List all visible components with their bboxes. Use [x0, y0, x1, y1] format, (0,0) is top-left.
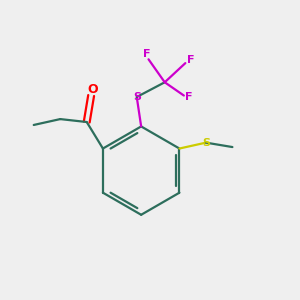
Text: F: F [185, 92, 193, 102]
Text: S: S [133, 92, 141, 102]
Text: F: F [187, 55, 194, 65]
Text: F: F [143, 49, 151, 59]
Text: S: S [202, 138, 210, 148]
Text: O: O [87, 83, 98, 96]
